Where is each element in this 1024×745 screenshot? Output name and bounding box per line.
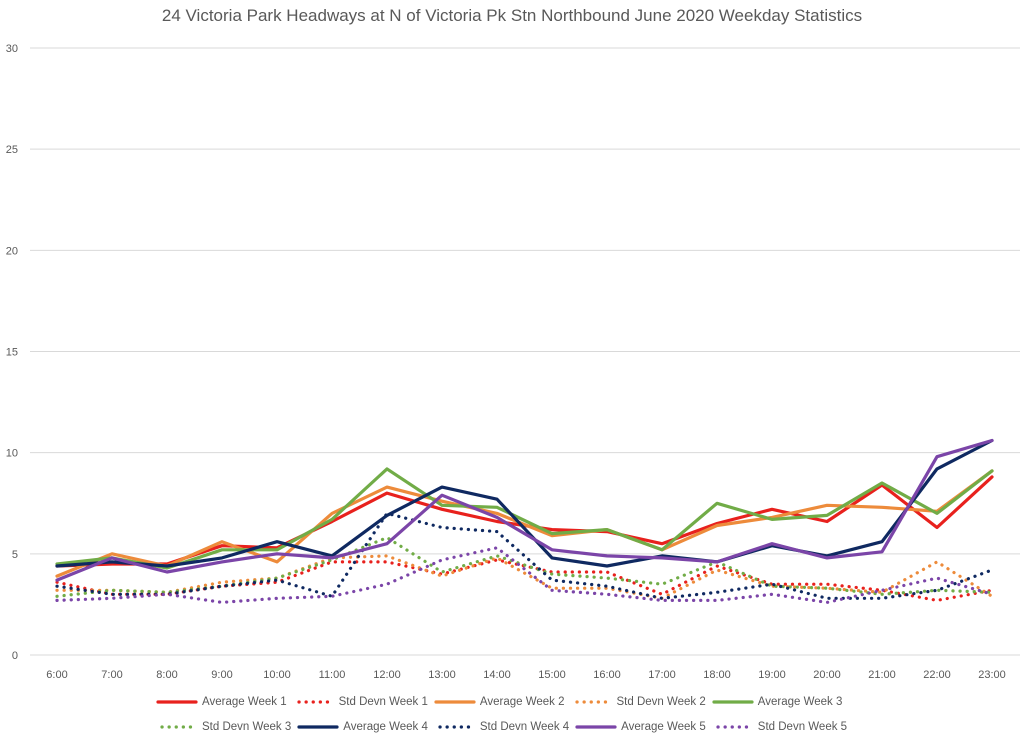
dotted-line-swatch-icon <box>438 725 472 729</box>
legend-label: Std Devn Week 3 <box>202 721 292 733</box>
x-tick-label: 9:00 <box>211 669 232 681</box>
series-lines <box>55 438 994 605</box>
x-tick-label: 22:00 <box>923 669 951 681</box>
legend-label: Std Devn Week 2 <box>616 696 706 708</box>
dotted-line-swatch-icon <box>160 725 194 729</box>
legend-item: Average Week 3 <box>712 696 843 708</box>
x-tick-label: 6:00 <box>46 669 67 681</box>
series-line-average-week-5 <box>55 438 994 582</box>
x-tick-label: 18:00 <box>703 669 731 681</box>
legend-row: Average Week 1 Std Devn Week 1 Average Wee… <box>156 696 848 708</box>
legend-row: Std Devn Week 3 Average Week 4 Std Devn We… <box>156 721 853 733</box>
legend-item: Std Devn Week 5 <box>712 721 847 733</box>
solid-line-swatch-icon <box>156 700 198 704</box>
legend-item: Average Week 1 <box>156 696 287 708</box>
legend-item: Average Week 4 <box>297 721 428 733</box>
y-tick-label: 5 <box>12 549 18 561</box>
y-axis-tick-labels: 0 5 10 15 20 25 30 <box>6 43 18 662</box>
solid-line-swatch-icon <box>712 700 754 704</box>
legend-label: Average Week 4 <box>343 721 428 733</box>
solid-line-swatch-icon <box>297 725 339 729</box>
legend-item: Std Devn Week 3 <box>156 721 291 733</box>
legend-item: Std Devn Week 4 <box>434 721 569 733</box>
x-tick-label: 13:00 <box>428 669 456 681</box>
legend-item: Std Devn Week 1 <box>293 696 428 708</box>
x-tick-label: 10:00 <box>263 669 291 681</box>
y-tick-label: 0 <box>12 650 18 662</box>
series-line-std-devn-week-4 <box>55 511 994 600</box>
x-tick-label: 14:00 <box>483 669 511 681</box>
x-axis-tick-labels: 6:00 7:00 8:00 9:00 10:00 11:00 12:00 13:00 14:0… <box>46 669 1005 681</box>
series-line-average-week-2 <box>55 469 994 578</box>
legend-label: Average Week 1 <box>202 696 287 708</box>
series-line-std-devn-week-2 <box>55 554 994 600</box>
chart-title: 24 Victoria Park Headways at N of Victor… <box>161 6 863 25</box>
x-tick-label: 8:00 <box>156 669 177 681</box>
y-tick-label: 10 <box>6 448 18 460</box>
legend-label: Average Week 3 <box>757 696 843 708</box>
legend-item: Average Week 2 <box>434 696 565 708</box>
legend-label: Average Week 5 <box>621 721 706 733</box>
dotted-line-swatch-icon <box>716 725 750 729</box>
y-tick-label: 30 <box>6 43 18 55</box>
x-tick-label: 19:00 <box>758 669 786 681</box>
legend-item: Std Devn Week 2 <box>571 696 706 708</box>
series-line-std-devn-week-5 <box>55 546 994 605</box>
dotted-line-swatch-icon <box>297 700 331 704</box>
legend-label: Std Devn Week 5 <box>757 721 848 733</box>
x-tick-label: 7:00 <box>101 669 122 681</box>
y-tick-label: 15 <box>6 347 18 359</box>
y-tick-label: 25 <box>6 144 18 156</box>
x-tick-label: 17:00 <box>648 669 676 681</box>
x-tick-label: 23:00 <box>978 669 1006 681</box>
series-line-average-week-3 <box>55 467 994 570</box>
dotted-line-swatch-icon <box>574 700 609 704</box>
x-tick-label: 15:00 <box>538 669 566 681</box>
legend-label: Average Week 2 <box>479 696 565 708</box>
series-line-average-week-4 <box>55 438 994 568</box>
x-tick-label: 20:00 <box>813 669 841 681</box>
solid-line-swatch-icon <box>575 725 617 729</box>
y-tick-label: 20 <box>6 245 18 257</box>
x-tick-label: 11:00 <box>319 669 346 681</box>
gridlines <box>30 47 1020 656</box>
x-tick-label: 21:00 <box>868 669 896 681</box>
legend-label: Std Devn Week 4 <box>479 721 570 733</box>
legend-item: Average Week 5 <box>575 721 706 733</box>
solid-line-swatch-icon <box>434 700 476 704</box>
x-tick-label: 12:00 <box>373 669 401 681</box>
x-tick-label: 16:00 <box>593 669 621 681</box>
legend-label: Std Devn Week 1 <box>338 696 428 708</box>
